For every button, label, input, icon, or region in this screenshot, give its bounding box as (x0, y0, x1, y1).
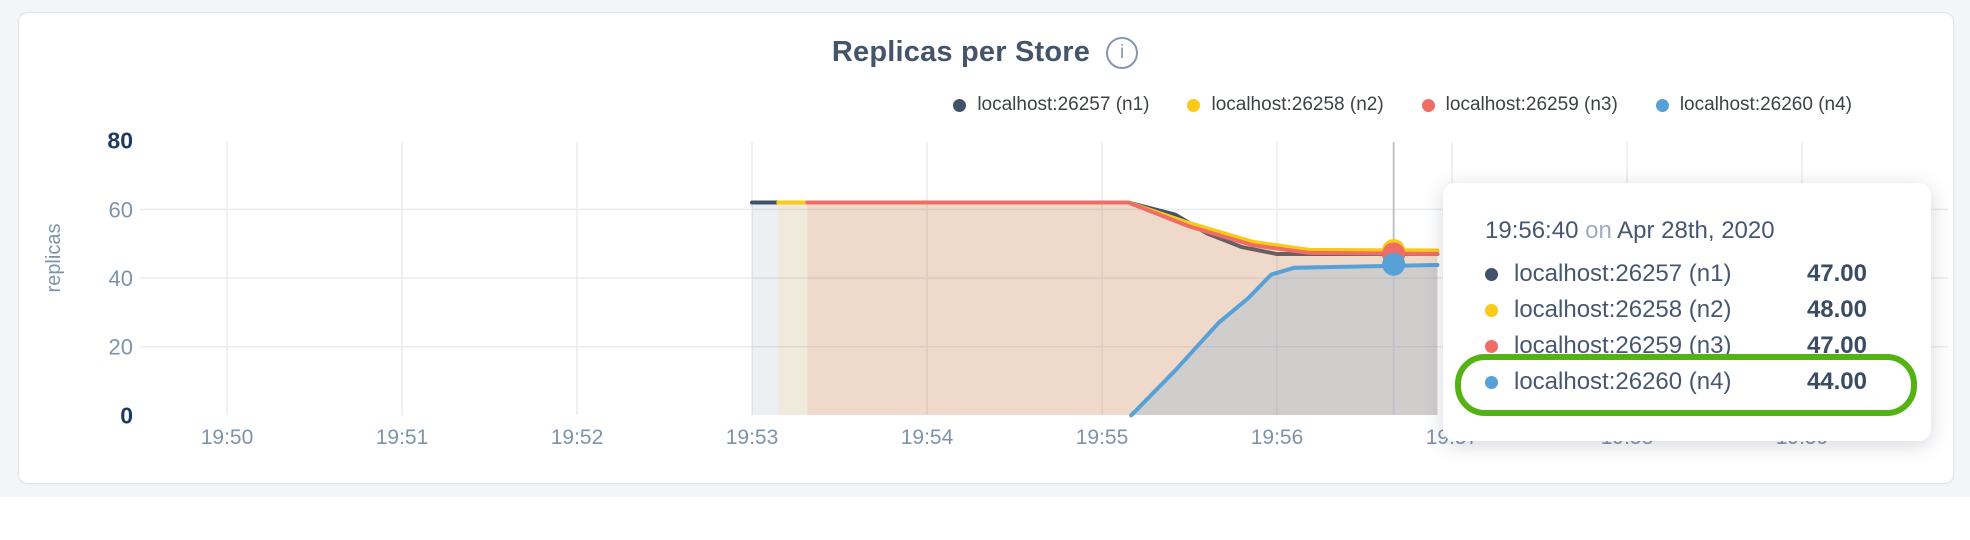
legend-dot-icon (953, 98, 967, 112)
chart-legend: localhost:26257 (n1) localhost:26258 (n2)… (953, 94, 1852, 116)
tooltip-row-dot-icon (1485, 375, 1498, 389)
x-axis-tick-label: 19:50 (201, 426, 254, 449)
page-title: Replicas per Store (831, 36, 1091, 68)
tooltip-date: Apr 28th, 2020 (1617, 217, 1775, 244)
series-line-n4 (1129, 263, 1440, 418)
tooltip-row-value: 48.00 (1806, 296, 1867, 323)
info-icon[interactable]: i (1106, 36, 1139, 69)
y-axis-tick-label: 40 (109, 266, 133, 291)
legend-item-n3[interactable]: localhost:26259 (n3) (1421, 94, 1618, 116)
tooltip-row-n3: localhost:26259 (n3) 47.00 (1485, 328, 1867, 364)
legend-dot-icon (1421, 98, 1435, 112)
legend-item-label: localhost:26258 (n2) (1211, 94, 1384, 115)
page-background: replicas 19:50 19:51 19:52 19:53 19:54 19:55 1… (0, 0, 1970, 497)
tooltip-row-value: 44.00 (1806, 368, 1867, 395)
tooltip-row-value: 47.00 (1806, 332, 1867, 359)
series-area-n4 (1131, 265, 1438, 416)
y-axis-title: replicas (43, 224, 65, 293)
hover-layer (1382, 142, 1406, 415)
x-axis-tick-label: 19:56 (1251, 426, 1304, 449)
tooltip-row-dot-icon (1485, 303, 1498, 317)
tooltip-row-label: localhost:26259 (n3) (1514, 332, 1732, 359)
legend-item-n1[interactable]: localhost:26257 (n1) (953, 94, 1149, 116)
tooltip-time: 19:56:40 (1485, 217, 1579, 244)
y-axis-tick-label: 80 (107, 128, 133, 154)
tooltip-row-n4: localhost:26260 (n4) 44.00 (1485, 364, 1867, 400)
tooltip-row-n1: localhost:26257 (n1) 47.00 (1485, 256, 1867, 292)
tooltip-row-value: 47.00 (1806, 260, 1867, 287)
tooltip-timestamp: 19:56:40 on Apr 28th, 2020 (1485, 217, 1867, 245)
legend-item-label: localhost:26260 (n4) (1679, 94, 1852, 115)
x-axis-tick-label: 19:52 (551, 426, 604, 449)
series-layer (750, 200, 1440, 418)
x-axis-tick-label: 19:53 (726, 426, 779, 449)
legend-item-label: localhost:26257 (n1) (977, 94, 1150, 115)
tooltip-separator: on (1585, 217, 1612, 244)
x-axis-tick-label: 19:55 (1076, 426, 1129, 449)
tooltip-content: 19:56:40 on Apr 28th, 2020 localhost:262… (1443, 183, 1931, 400)
legend-dot-icon (1655, 98, 1669, 112)
series-area-n2 (778, 202, 1438, 415)
series-area-n3 (807, 202, 1438, 415)
tooltip-row-label: localhost:26257 (n1) (1514, 260, 1732, 287)
tooltip-row-dot-icon (1485, 339, 1498, 353)
tooltip-rows: localhost:26257 (n1) 47.00 localhost:26258… (1485, 256, 1867, 400)
y-axis-tick-label: 0 (120, 402, 133, 428)
tooltip-row-label: localhost:26260 (n4) (1514, 368, 1732, 395)
legend-item-label: localhost:26259 (n3) (1445, 94, 1618, 115)
x-axis-tick-label: 19:51 (376, 426, 429, 449)
hover-dot-n4 (1382, 252, 1406, 276)
series-line-n3 (805, 200, 1440, 256)
legend-item-n4[interactable]: localhost:26260 (n4) (1655, 94, 1852, 116)
legend-dot-icon (1187, 98, 1201, 112)
x-axis-tick-label: 19:54 (901, 426, 954, 449)
tick-layer: 19:5019:5119:5219:5319:5419:5519:5619:57… (107, 128, 1828, 449)
tooltip-row-n2: localhost:26258 (n2) 48.00 (1485, 292, 1867, 328)
legend-item-n2[interactable]: localhost:26258 (n2) (1187, 94, 1384, 116)
y-axis-tick-label: 20 (109, 335, 133, 360)
series-area-n1 (752, 202, 1438, 415)
chart-header: Replicas per Store i (0, 36, 1970, 69)
tooltip-row-label: localhost:26258 (n2) (1514, 296, 1732, 323)
tooltip-row-dot-icon (1485, 267, 1498, 281)
hover-tooltip: 19:56:40 on Apr 28th, 2020 localhost:262… (1443, 183, 1931, 441)
y-axis-tick-label: 60 (109, 197, 133, 222)
